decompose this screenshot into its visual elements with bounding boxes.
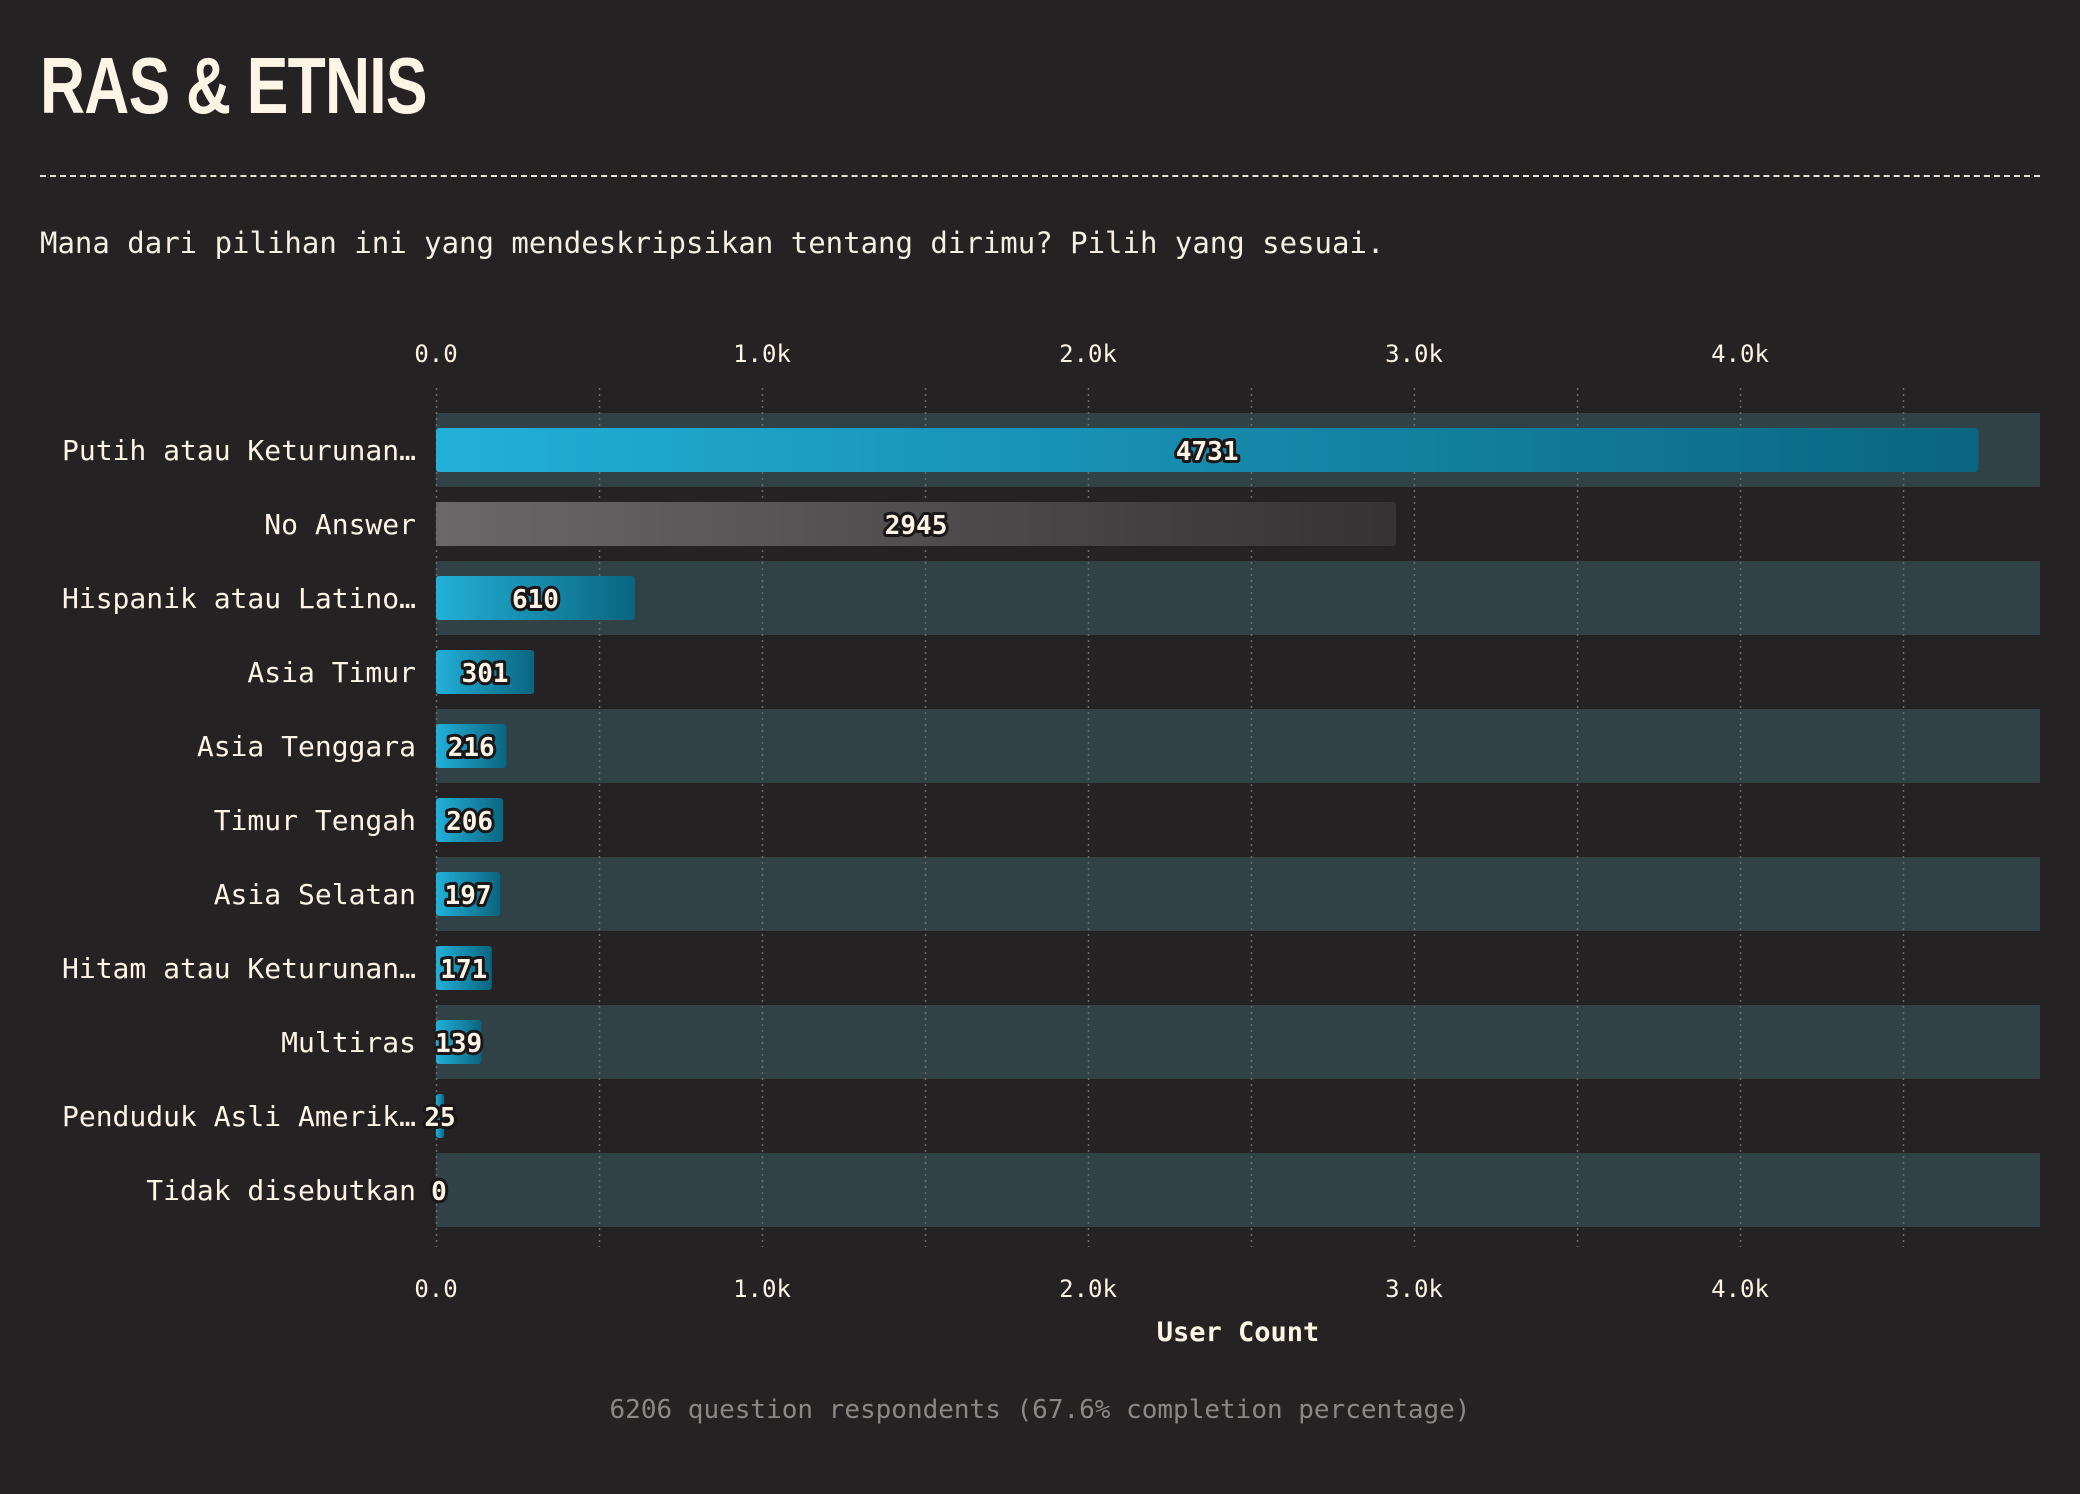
page-title: RAS & ETNIS — [40, 41, 427, 130]
category-label: Asia Tenggara — [197, 730, 416, 763]
row-band — [436, 857, 2040, 931]
row-band — [436, 561, 2040, 635]
data-label: 4731 — [1176, 437, 1239, 467]
bar — [436, 872, 501, 916]
bar — [436, 650, 535, 694]
category-label: Putih atau Keturunan… — [62, 434, 416, 467]
category-label: Multiras — [281, 1026, 416, 1059]
bar — [436, 1020, 482, 1064]
title-divider — [40, 175, 2040, 177]
footer-note: 6206 question respondents (67.6% complet… — [609, 1395, 1471, 1425]
category-label: Timur Tengah — [214, 804, 416, 837]
data-labels: 4731 2945 610 301 216 206 197 171 139 25 0 — [421, 434, 1241, 1210]
bar — [436, 428, 1979, 472]
category-label: Asia Selatan — [214, 878, 416, 911]
row-bands — [436, 413, 2040, 1227]
tick-label-top: 3.0k — [1385, 340, 1443, 368]
data-label: 2945 — [885, 511, 948, 541]
row-band — [436, 1005, 2040, 1079]
bar-chart: 4731 2945 610 301 216 206 197 171 139 25 0 Putih a… — [62, 340, 2040, 1348]
tick-label-top: 1.0k — [733, 340, 791, 368]
category-label: Tidak disebutkan — [146, 1174, 416, 1207]
bar — [436, 502, 1397, 546]
bar — [436, 724, 507, 768]
tick-label-top: 0.0 — [414, 340, 457, 368]
data-label: 0 — [431, 1177, 447, 1207]
axis-ticks: 0.0 0.0 1.0k 1.0k 2.0k 2.0k 3.0k 3.0k 4.0k 4.0k — [414, 340, 1769, 1303]
x-axis-label: User Count — [1157, 1317, 1320, 1348]
bar — [436, 798, 504, 842]
tick-label-top: 2.0k — [1059, 340, 1117, 368]
tick-label-top: 4.0k — [1711, 340, 1769, 368]
data-label: 610 — [512, 585, 559, 615]
category-label: Penduduk Asli Amerik… — [62, 1100, 416, 1133]
tick-label-bottom: 0.0 — [414, 1275, 457, 1303]
bars — [436, 428, 1979, 1138]
data-label: 301 — [462, 659, 509, 689]
question-text: Mana dari pilihan ini yang mendeskripsik… — [40, 226, 1385, 260]
category-label: Hitam atau Keturunan… — [62, 952, 416, 985]
tick-label-bottom: 3.0k — [1385, 1275, 1443, 1303]
row-band — [436, 709, 2040, 783]
data-label: 25 — [424, 1103, 455, 1133]
tick-label-bottom: 1.0k — [733, 1275, 791, 1303]
bar — [436, 1094, 445, 1138]
data-label: 216 — [448, 733, 495, 763]
data-label: 171 — [440, 955, 487, 985]
tick-label-bottom: 2.0k — [1059, 1275, 1117, 1303]
data-label: 206 — [446, 807, 493, 837]
data-label: 197 — [445, 881, 492, 911]
category-label: Asia Timur — [247, 656, 416, 689]
bar — [436, 946, 492, 990]
data-label: 139 — [435, 1029, 482, 1059]
tick-label-bottom: 4.0k — [1711, 1275, 1769, 1303]
category-labels: Putih atau Keturunan… No Answer Hispanik a… — [62, 434, 416, 1207]
bar — [436, 576, 635, 620]
row-band — [436, 1153, 2040, 1227]
category-label: Hispanik atau Latino… — [62, 582, 416, 615]
category-label: No Answer — [264, 508, 416, 541]
